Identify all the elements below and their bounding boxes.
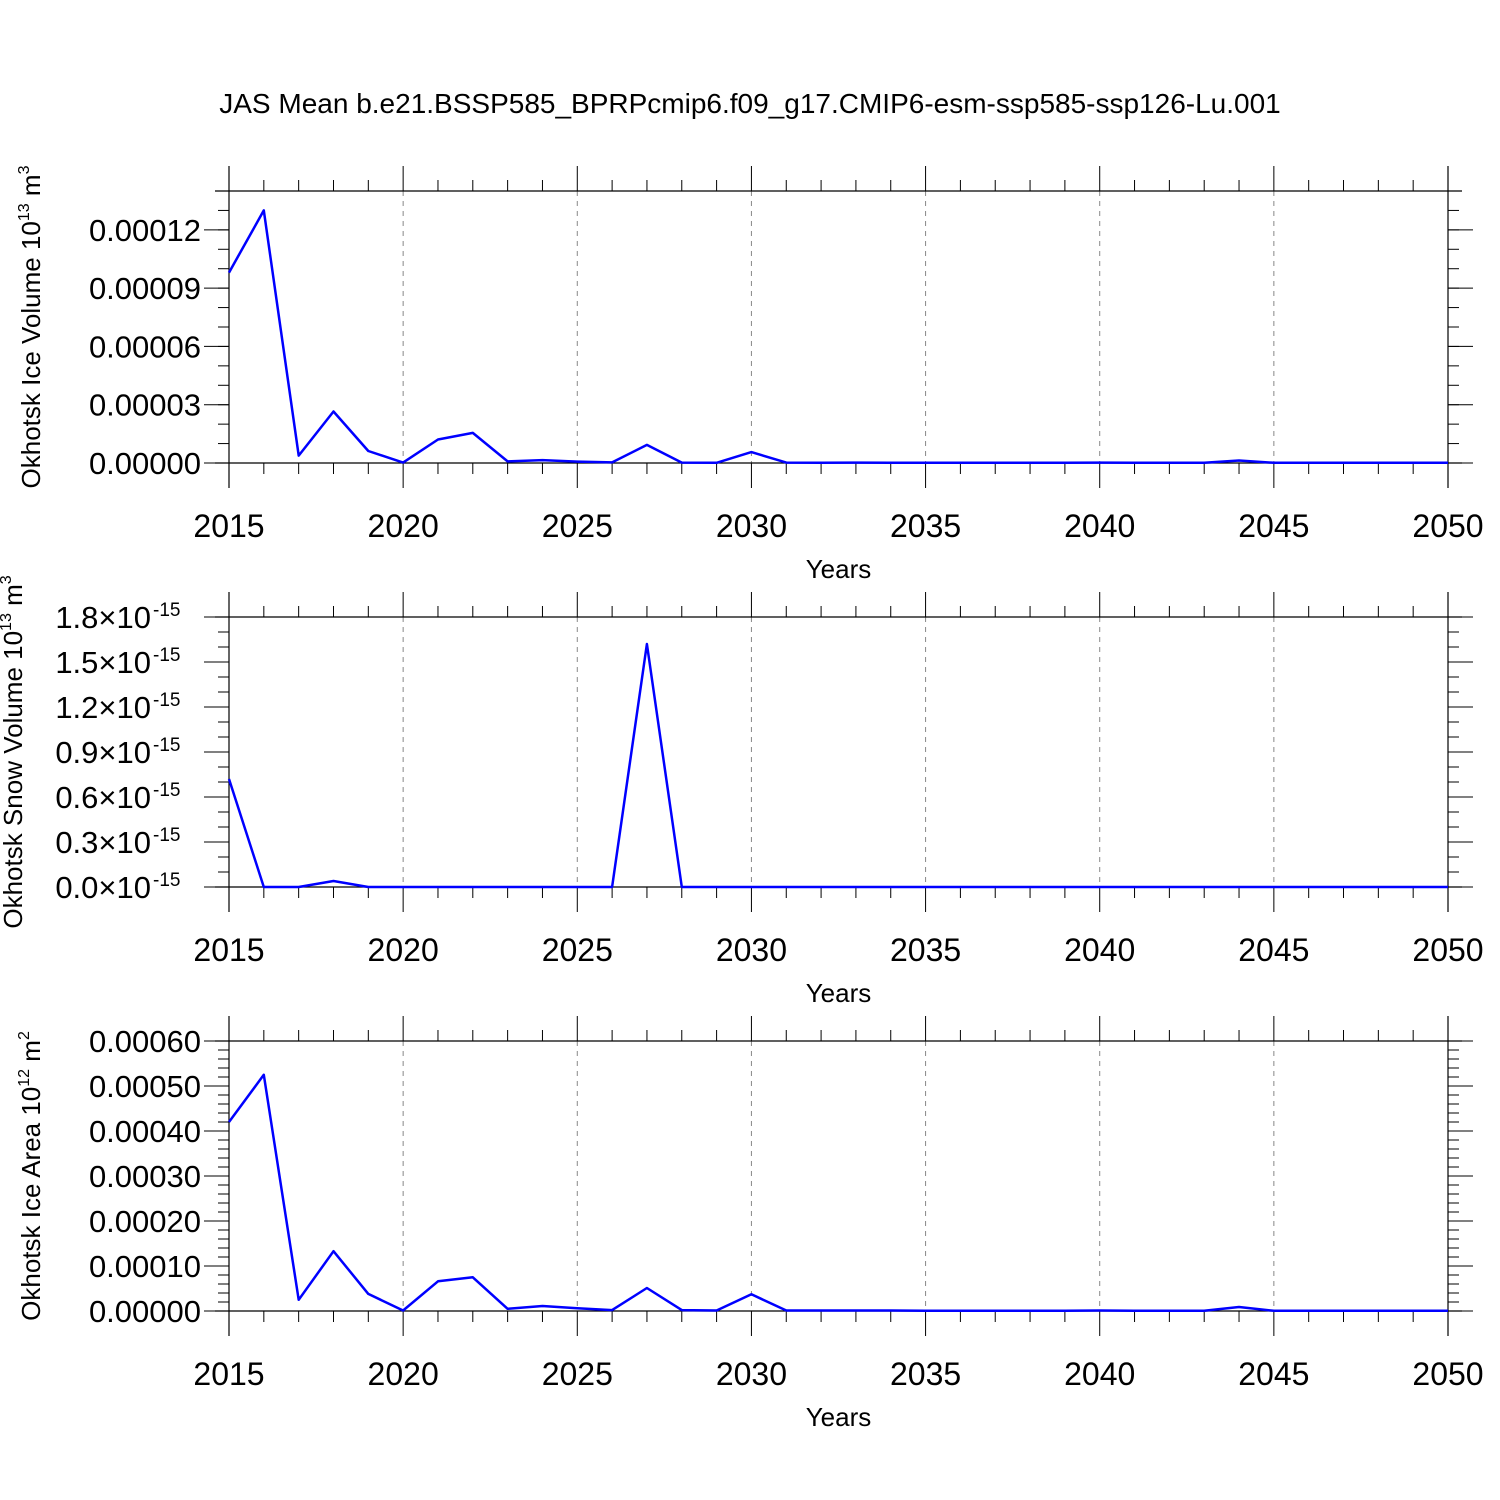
x-tick-label: 2030 — [716, 508, 787, 544]
y-tick-label: 0.00010 — [89, 1249, 201, 1284]
y-tick-label: 0.00050 — [89, 1069, 201, 1104]
y-tick-label: 0.00060 — [89, 1024, 201, 1059]
y-tick-exponent: -15 — [153, 780, 180, 801]
series-line — [227, 1073, 1448, 1313]
series-line — [227, 642, 1448, 889]
figure-title: JAS Mean b.e21.BSSP585_BPRPcmip6.f09_g17… — [219, 88, 1281, 119]
x-tick-label: 2015 — [193, 1356, 264, 1392]
x-tick-label: 2025 — [542, 1356, 613, 1392]
x-tick-label: 2035 — [890, 508, 961, 544]
y-tick-label: 0.0×10 — [55, 870, 151, 905]
x-axis-label: Years — [806, 554, 872, 584]
x-tick-label: 2050 — [1412, 508, 1483, 544]
x-tick-label: 2045 — [1238, 932, 1309, 968]
series-line — [227, 209, 1448, 465]
panel-okhotsk-ice-volume: 2015 2020 2025 2030 2035 2040 2045 2050 0.00000 0… — [16, 165, 1484, 584]
y-tick-label: 0.00040 — [89, 1114, 201, 1149]
y-axis-label: Okhotsk Ice Volume 1013 m3 — [16, 165, 46, 488]
y-tick-exponent: -15 — [153, 645, 180, 666]
x-tick-label: 2015 — [193, 932, 264, 968]
x-tick-label: 2025 — [542, 932, 613, 968]
x-tick-label: 2050 — [1412, 932, 1483, 968]
y-tick-label: 1.8×10 — [55, 600, 151, 635]
y-tick-exponent: -15 — [153, 870, 180, 891]
x-tick-label: 2040 — [1064, 932, 1135, 968]
y-tick-label: 0.00006 — [89, 329, 201, 364]
y-tick-label: 1.5×10 — [55, 645, 151, 680]
x-tick-label: 2035 — [890, 1356, 961, 1392]
y-tick-exponent: -15 — [153, 690, 180, 711]
x-axis-label: Years — [806, 978, 872, 1008]
y-tick-exponent: -15 — [153, 825, 180, 846]
x-tick-label: 2045 — [1238, 1356, 1309, 1392]
y-axis-label: Okhotsk Ice Area 1012 m2 — [16, 1031, 46, 1321]
y-tick-label: 0.6×10 — [55, 780, 151, 815]
x-tick-label: 2015 — [193, 508, 264, 544]
y-tick-label: 0.9×10 — [55, 735, 151, 770]
y-tick-label: 1.2×10 — [55, 690, 151, 725]
panel-okhotsk-ice-area: 2015 2020 2025 2030 2035 2040 2045 2050 0.00000 0… — [16, 1016, 1484, 1432]
x-tick-label: 2040 — [1064, 1356, 1135, 1392]
y-tick-label: 0.00000 — [89, 1294, 201, 1329]
x-tick-label: 2050 — [1412, 1356, 1483, 1392]
x-tick-label: 2030 — [716, 1356, 787, 1392]
y-tick-label: 0.00030 — [89, 1159, 201, 1194]
y-tick-label: 0.00003 — [89, 388, 201, 423]
x-tick-label: 2020 — [368, 508, 439, 544]
x-axis-label: Years — [806, 1402, 872, 1432]
x-tick-label: 2035 — [890, 932, 961, 968]
x-tick-label: 2040 — [1064, 508, 1135, 544]
y-axis-label: Okhotsk Snow Volume 1013 m3 — [0, 575, 28, 928]
y-tick-label: 0.00012 — [89, 213, 201, 248]
x-tick-label: 2025 — [542, 508, 613, 544]
x-tick-label: 2045 — [1238, 508, 1309, 544]
y-tick-label: 0.00000 — [89, 446, 201, 481]
y-tick-label: 0.3×10 — [55, 825, 151, 860]
x-tick-label: 2030 — [716, 932, 787, 968]
x-tick-label: 2020 — [368, 1356, 439, 1392]
y-tick-exponent: -15 — [153, 735, 180, 756]
y-tick-label: 0.00009 — [89, 271, 201, 306]
y-tick-exponent: -15 — [153, 600, 180, 621]
x-tick-label: 2020 — [368, 932, 439, 968]
y-tick-label: 0.00020 — [89, 1204, 201, 1239]
